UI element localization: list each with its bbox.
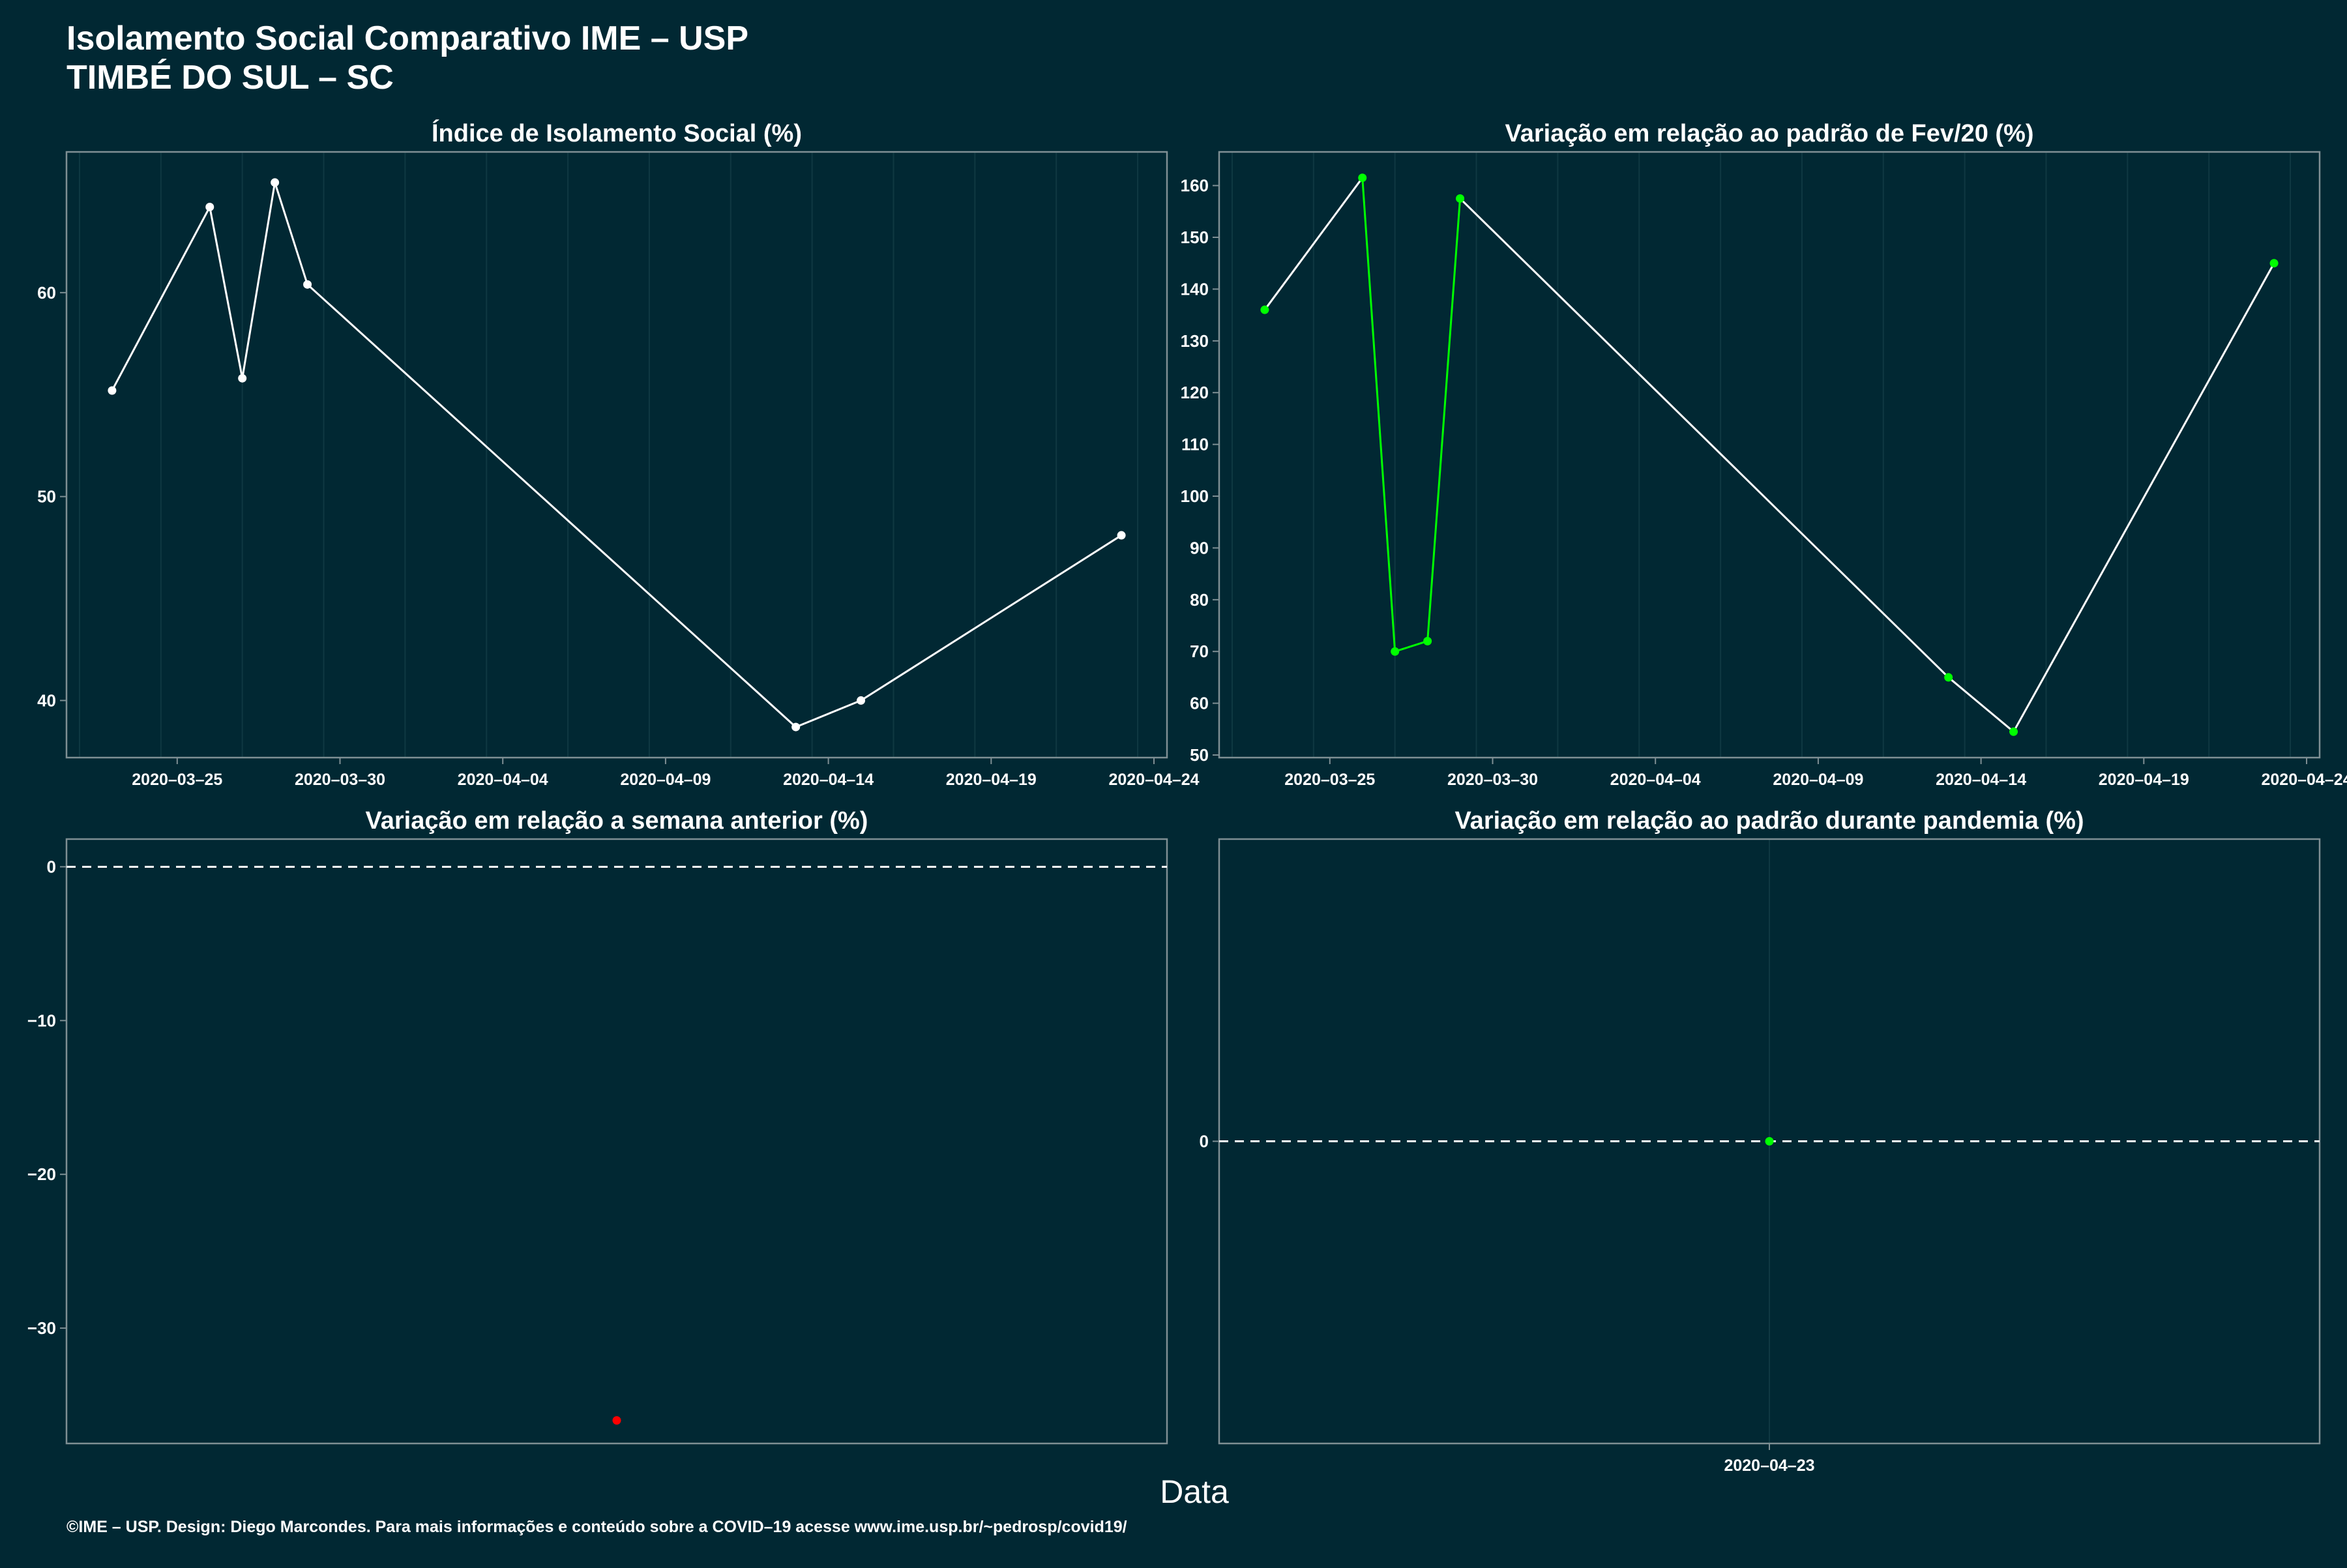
panel-variation-pandemic: Variação em relação ao padrão durante pa… [1200,807,2321,1475]
x-tick-label: 2020–04–19 [2099,771,2189,789]
panel-border [65,838,1168,1445]
y-tick-label: 0 [1200,1132,1209,1151]
y-tick-label: 150 [1181,228,1209,247]
y-tick-label: 80 [1190,590,1209,610]
x-tick-label: 2020–03–30 [295,771,385,789]
series-line-segment [306,284,797,728]
y-tick-label: 130 [1181,331,1209,351]
data-point [108,386,117,395]
figure-title-line2: TIMBÉ DO SUL – SC [66,59,394,96]
series-line-segment [860,534,1122,702]
data-point [857,696,866,705]
y-tick-label: 120 [1181,383,1209,402]
series-line-segment [795,700,862,728]
series-line-segment [209,207,244,379]
y-tick-label: 160 [1181,176,1209,196]
panel-border [65,151,1168,759]
x-tick-label: 2020–04–14 [1936,771,2026,789]
y-tick-label: −30 [27,1318,56,1338]
x-axis-label: Data [1160,1473,1229,1510]
x-tick-label: 2020–04–04 [1610,771,1701,789]
gridlines [78,152,1139,758]
series-line-segment [1395,640,1428,653]
x-tick-label: 2020–04–19 [946,771,1037,789]
data-point [1358,173,1367,183]
y-tick-label: 140 [1181,279,1209,299]
series-line-segment [241,182,276,379]
y-tick-label: 50 [1190,745,1209,765]
data-point [303,280,312,289]
series-line-segment [1426,198,1462,642]
data-point [238,374,247,383]
x-tick-label: 2020–04–14 [783,771,874,789]
series-line-segment [1361,177,1396,652]
x-tick-label: 2020–04–04 [458,771,548,789]
y-tick-label: 70 [1190,642,1209,661]
x-tick-label: 2020–04–09 [620,771,711,789]
panel-title: Variação em relação a semana anterior (%… [366,807,868,835]
panel-variation-week: Variação em relação a semana anterior (%… [27,807,1168,1445]
series-line-segment [1459,198,1949,678]
x-tick-label: 2020–04–24 [2262,771,2347,789]
series-line-segment [1263,177,1363,311]
y-tick-label: 60 [1190,694,1209,713]
y-tick-label: 40 [37,690,56,710]
data-point [1765,1137,1774,1146]
x-tick-label: 2020–03–25 [1284,771,1375,789]
data-point [612,1416,621,1425]
x-tick-label: 2020–04–24 [1109,771,1200,789]
data-point [1456,194,1465,203]
data-point [1423,636,1432,645]
data-point [205,202,214,211]
y-tick-label: −20 [27,1164,56,1184]
panel-title: Variação em relação ao padrão de Fev/20 … [1505,120,2033,147]
series-line-segment [111,206,211,391]
y-tick-label: 110 [1181,435,1209,454]
x-tick-label: 2020–03–25 [132,771,222,789]
data-point [2009,727,2018,736]
panel-border [1218,151,2321,759]
caption: ©IME – USP. Design: Diego Marcondes. Par… [66,1518,1127,1536]
y-tick-label: 60 [37,283,56,303]
data-point [1944,673,1953,682]
y-tick-label: 0 [47,857,56,876]
panel-title: Índice de Isolamento Social (%) [432,119,802,147]
data-point [271,178,280,187]
series-line-segment [1947,676,2015,733]
y-tick-label: 90 [1190,538,1209,557]
y-tick-label: 100 [1181,486,1209,506]
panel-isolation-index: Índice de Isolamento Social (%) 40 50 60 202… [37,119,1200,789]
data-point [2269,259,2279,268]
data-point [791,722,801,732]
panel-title: Variação em relação ao padrão durante pa… [1454,807,2084,835]
x-tick-label: 2020–04–09 [1773,771,1863,789]
panel-variation-feb: Variação em relação ao padrão de Fev/20 … [1181,120,2347,789]
figure-title-line1: Isolamento Social Comparativo IME – USP [66,20,748,57]
x-tick-label: 2020–04–23 [1724,1457,1814,1475]
x-tick-label: 2020–03–30 [1447,771,1538,789]
data-point [1391,647,1400,656]
series-line-segment [2013,262,2275,733]
y-tick-label: −10 [27,1011,56,1030]
data-point [1117,531,1126,540]
series-line-segment [274,182,308,285]
data-point [1260,305,1269,314]
y-tick-label: 50 [37,487,56,507]
gridlines [1231,152,2292,758]
